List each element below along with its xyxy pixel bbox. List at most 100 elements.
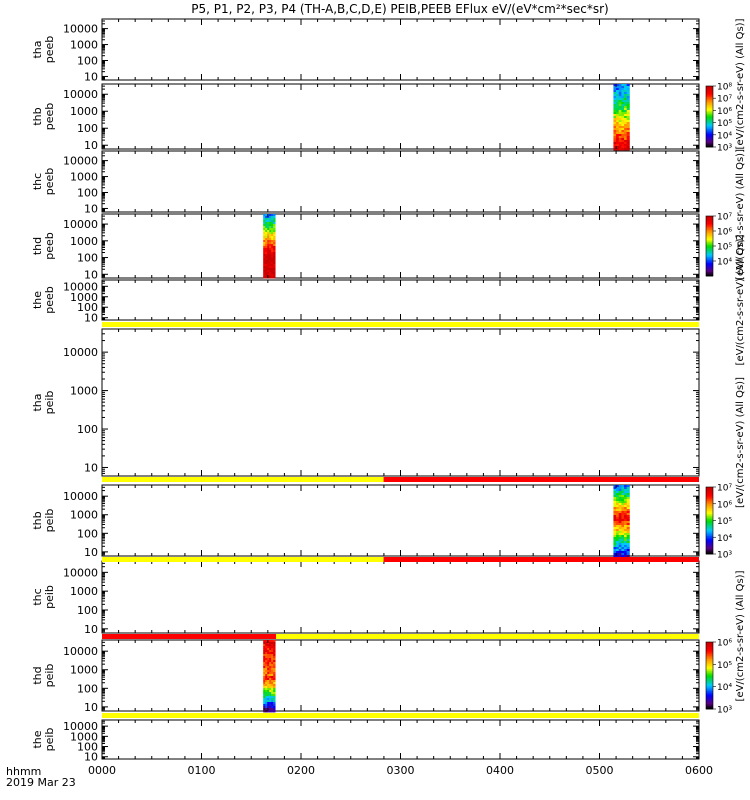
spectrogram-cell <box>267 696 270 699</box>
panel-label-line: thb <box>31 107 44 125</box>
spectrogram-cell <box>269 688 272 691</box>
x-tick-label: 0200 <box>287 764 315 777</box>
spectrogram-cell <box>621 505 625 508</box>
spectrogram-cell <box>263 232 266 235</box>
spectrogram-cell <box>616 90 620 93</box>
spectrogram-cell <box>616 116 620 119</box>
spectrogram-cell <box>626 487 630 490</box>
colorbar-cell <box>706 548 713 552</box>
colorbar-cell <box>706 698 713 702</box>
spectrogram-cell <box>616 88 620 91</box>
spectrogram-cell <box>263 248 266 251</box>
spectrogram-cell <box>267 214 270 217</box>
spectrogram-cell <box>263 696 266 699</box>
y-tick-label: 10 <box>84 546 98 559</box>
spectrogram-cell <box>269 222 272 225</box>
spectrogram-cell <box>624 533 628 536</box>
spectrogram-cell <box>626 501 630 504</box>
colorbar-tick-label: 10⁴ <box>717 131 732 141</box>
spectrogram-cell <box>265 666 268 669</box>
y-tick-label: 1000 <box>70 385 98 398</box>
spectrogram-cell <box>267 652 270 655</box>
colorbar-tick-label: 10⁷ <box>717 95 732 105</box>
spectrogram-cell <box>618 112 622 115</box>
colorbar-cell <box>706 258 713 260</box>
spectrogram-cell <box>624 489 628 492</box>
spectrogram-cell <box>626 507 630 510</box>
spectrogram-cell <box>613 553 617 556</box>
status-bar-segment <box>102 713 699 718</box>
colorbar-unit-label: [eV/(cm2-s-sr-eV) (All Qs)] <box>735 377 746 508</box>
spectrogram-cell <box>273 704 276 707</box>
spectrogram-cell <box>618 511 622 514</box>
colorbar-cell <box>706 143 713 146</box>
spectrogram-cell <box>269 232 272 235</box>
spectrogram-cell <box>626 100 630 103</box>
panel-label-line: peib <box>43 664 56 688</box>
spectrogram-cell <box>616 134 620 137</box>
spectrogram-cell <box>265 254 268 257</box>
spectrogram-cell <box>624 509 628 512</box>
spectrogram-cell <box>271 274 274 277</box>
spectrogram-cell <box>273 260 276 263</box>
spectrogram-cell <box>618 501 622 504</box>
spectrogram-cell <box>263 224 266 227</box>
colorbar-cell <box>706 685 713 688</box>
spectrogram-cell <box>618 92 622 95</box>
colorbar-cell <box>706 705 713 708</box>
spectrogram-cell <box>271 220 274 223</box>
spectrogram-cell <box>616 503 620 506</box>
spectrogram-cell <box>271 258 274 261</box>
spectrogram-cell <box>269 244 272 247</box>
y-tick-label: 100 <box>77 423 98 436</box>
colorbar-cell <box>706 264 713 266</box>
spectrogram-cell <box>269 702 272 705</box>
spectrogram-cell <box>267 244 270 247</box>
spectrogram-cell <box>263 684 266 687</box>
spectrogram-cell <box>271 690 274 693</box>
spectrogram-cell <box>269 270 272 273</box>
spectrogram-cell <box>265 238 268 241</box>
spectrogram-cell <box>267 644 270 647</box>
spectrogram-cell <box>269 692 272 695</box>
panel-label: thdpeib <box>31 664 56 688</box>
spectrogram-cell <box>263 246 266 249</box>
spectrogram-cell <box>267 668 270 671</box>
colorbar-cell <box>706 127 713 130</box>
spectrogram-cell <box>263 688 266 691</box>
panel-label-line: thc <box>31 588 44 605</box>
spectrogram-cell <box>273 664 276 667</box>
colorbar-cell <box>706 136 713 139</box>
panel-label: thcpeeb <box>31 168 56 196</box>
spectrogram-cell <box>271 656 274 659</box>
spectrogram-cell <box>271 254 274 257</box>
spectrogram-cell <box>613 517 617 520</box>
spectrogram-cell <box>618 515 622 518</box>
spectrogram-cell <box>269 670 272 673</box>
spectrogram-cell <box>626 94 630 97</box>
spectrogram-cell <box>265 276 268 279</box>
spectrogram-cell <box>621 489 625 492</box>
spectrogram-cell <box>626 493 630 496</box>
panel-label: thcpeib <box>31 585 56 609</box>
spectrogram-cell <box>267 234 270 237</box>
spectrogram-cell <box>273 214 276 217</box>
spectrogram-cell <box>271 684 274 687</box>
status-bar-segment <box>102 477 384 482</box>
spectrogram-cell <box>618 493 622 496</box>
spectrogram-cell <box>269 710 272 713</box>
spectrogram-cell <box>267 680 270 683</box>
colorbar-cell <box>706 503 713 506</box>
spectrogram-cell <box>621 499 625 502</box>
spectrogram-cell <box>624 86 628 89</box>
spectrogram-cell <box>263 682 266 685</box>
spectrogram-cell <box>267 686 270 689</box>
spectrogram-cell <box>263 680 266 683</box>
colorbar-cell <box>706 523 713 526</box>
spectrogram-cell <box>616 110 620 113</box>
spectrogram-cell <box>269 650 272 653</box>
spectrogram-cell <box>621 501 625 504</box>
colorbar-cell <box>706 96 713 99</box>
spectrogram-cell <box>616 535 620 538</box>
colorbar-unit-label: [eV/(cm2-s-sr-eV) (All Qs)] <box>735 18 746 149</box>
